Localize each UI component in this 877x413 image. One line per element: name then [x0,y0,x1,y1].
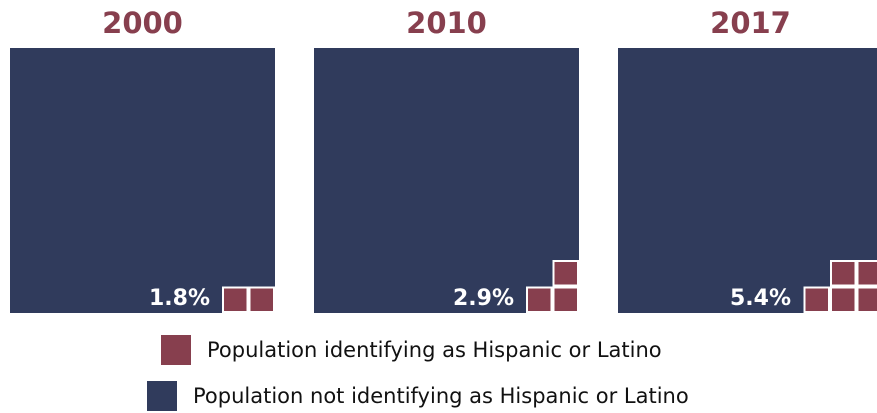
hispanic-cell [856,286,877,313]
pct-label-2017: 5.4% [729,286,791,311]
hispanic-cell [526,286,553,313]
hispanic-cell [830,286,857,313]
hispanic-cell [222,286,249,313]
panel-title-2017: 2017 [710,6,791,40]
hispanic-cell [248,286,275,313]
non-hispanic-area [314,48,579,313]
pct-label-2010: 2.9% [452,286,514,311]
legend-label-not-hispanic: Population not identifying as Hispanic o… [193,384,689,408]
non-hispanic-area [10,48,275,313]
legend-item-hispanic: Population identifying as Hispanic or La… [0,334,877,368]
hispanic-cell [552,260,579,287]
waffle-panel-2017 [618,48,877,313]
hispanic-cell [830,260,857,287]
panel-title-2000: 2000 [102,6,183,40]
pct-label-2000: 1.8% [148,286,210,311]
legend-swatch-hispanic [161,335,191,365]
hispanic-cell [803,286,830,313]
hispanic-cell [552,286,579,313]
legend-item-not-hispanic: Population not identifying as Hispanic o… [0,379,877,413]
hispanic-cell [856,260,877,287]
legend-label-hispanic: Population identifying as Hispanic or La… [207,338,662,362]
waffle-panel-2010 [314,48,579,313]
waffle-panel-2000 [10,48,275,313]
panel-title-2010: 2010 [406,6,487,40]
legend-swatch-not-hispanic [147,381,177,411]
